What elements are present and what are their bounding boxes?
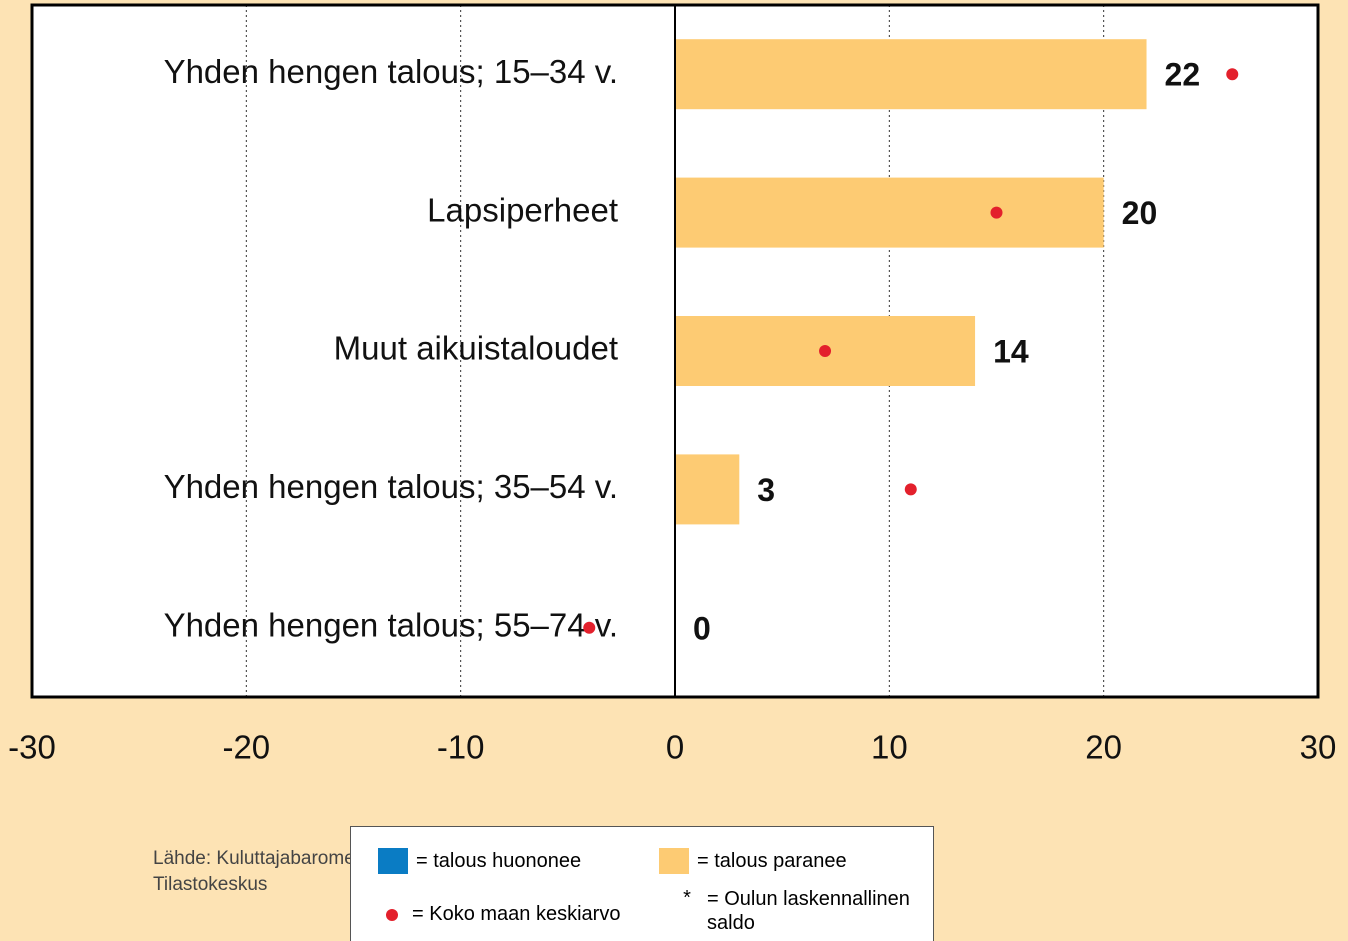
average-dot — [904, 483, 917, 496]
legend-symbol: * — [683, 887, 691, 909]
source: Lähde: Kuluttajabarometri. Tilastokeskus — [153, 846, 376, 898]
average-dot — [990, 206, 1003, 219]
bar — [675, 454, 740, 525]
average-dot — [583, 621, 596, 634]
x-tick-label: 30 — [1300, 729, 1337, 766]
legend-label: = talous paranee — [697, 850, 847, 872]
category-label: Yhden hengen talous; 55–74 v. — [164, 607, 618, 644]
x-tick-label: 10 — [871, 729, 908, 766]
legend: = talous huononee = talous paranee = Koko … — [350, 826, 934, 941]
source-line: Tilastokeskus — [153, 874, 268, 895]
x-tick-label: -20 — [222, 729, 270, 766]
bar — [675, 39, 1147, 110]
legend-swatch — [659, 848, 689, 874]
value-label: 0 — [693, 610, 711, 646]
legend-swatch — [386, 909, 398, 921]
legend-item: = talous paranee — [659, 848, 847, 874]
value-label: 3 — [757, 472, 775, 508]
category-label: Muut aikuistaloudet — [334, 330, 618, 367]
legend-label: = Koko maan keskiarvo — [412, 903, 621, 925]
average-dot — [819, 345, 832, 357]
category-label: Lapsiperheet — [427, 191, 618, 228]
value-label: 14 — [993, 333, 1029, 369]
x-tick-label: -30 — [8, 729, 56, 766]
legend-item: * = Oulun laskennallinen saldo — [667, 887, 927, 935]
legend-label: = Oulun laskennallinen saldo — [707, 888, 910, 934]
x-tick-label: 20 — [1085, 729, 1122, 766]
bar — [675, 177, 1104, 248]
category-label: Yhden hengen talous; 15–34 v. — [164, 53, 618, 90]
legend-item: = talous huononee — [378, 848, 581, 874]
category-label: Yhden hengen talous; 35–54 v. — [164, 468, 618, 505]
legend-swatch — [378, 848, 408, 874]
legend-item: = Koko maan keskiarvo — [378, 901, 620, 926]
source-line: Lähde: Kuluttajabarometri. — [153, 848, 376, 869]
plot-frame — [30, 3, 1320, 699]
legend-label: = talous huononee — [416, 850, 582, 872]
value-label: 20 — [1122, 195, 1158, 231]
average-dot — [1226, 68, 1239, 81]
value-label: 22 — [1165, 57, 1201, 93]
x-tick-label: -10 — [437, 729, 485, 766]
x-tick-label: 0 — [666, 729, 684, 766]
